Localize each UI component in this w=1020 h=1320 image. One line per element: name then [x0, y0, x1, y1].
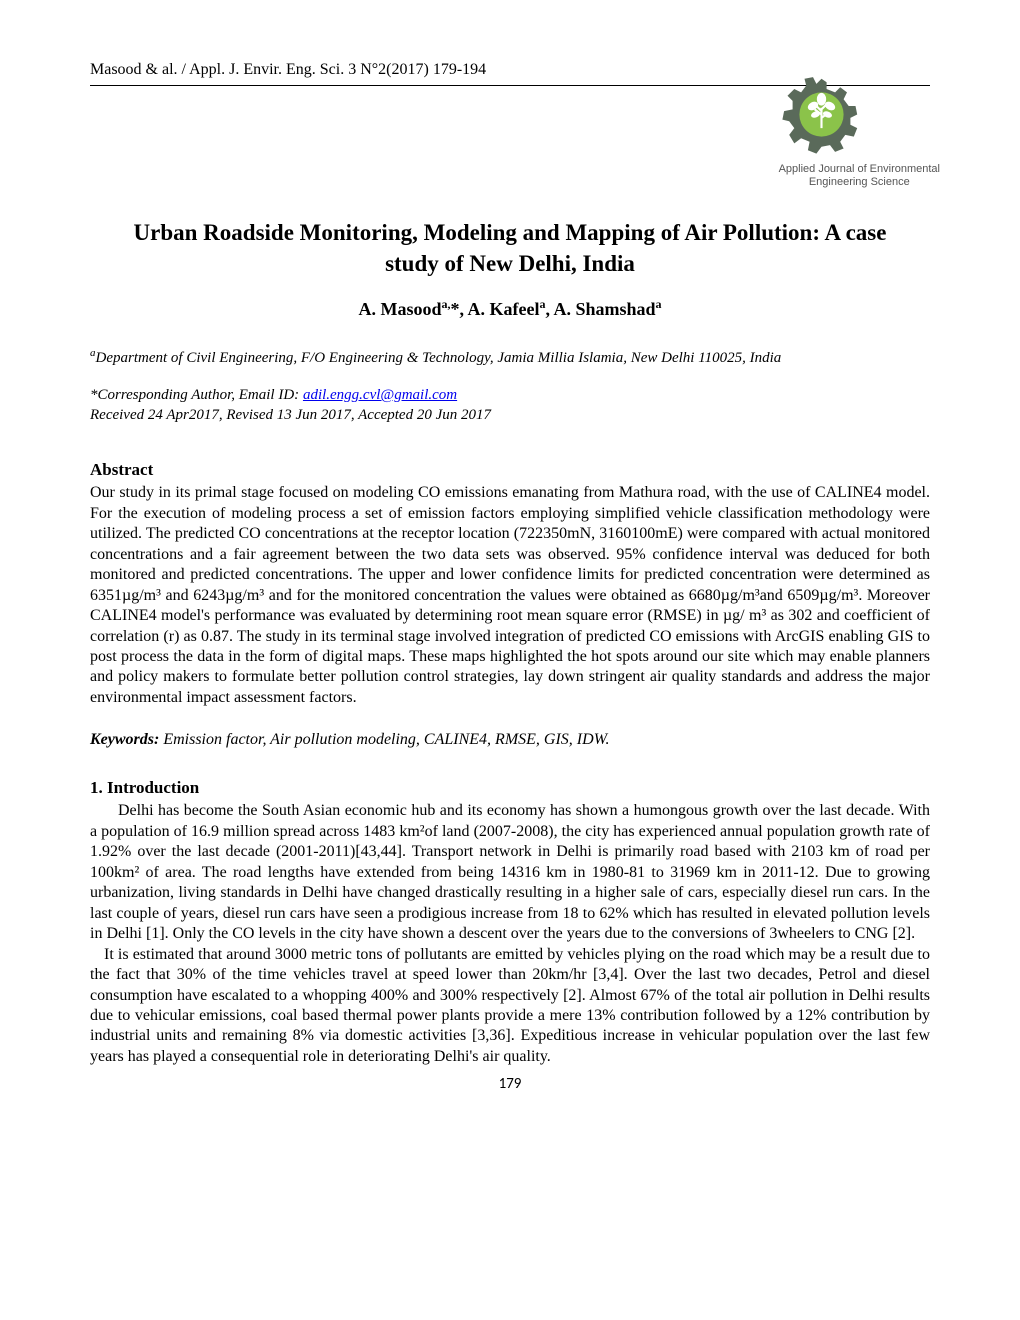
abstract-text: Our study in its primal stage focused on… — [90, 483, 930, 708]
journal-logo-block: Applied Journal of Environmental Enginee… — [779, 72, 940, 189]
abstract-heading: Abstract — [90, 459, 930, 481]
introduction-heading: 1. Introduction — [90, 777, 930, 799]
journal-logo-icon — [779, 72, 864, 157]
corresponding-prefix: *Corresponding Author, Email ID: — [90, 387, 303, 403]
keywords-line: Keywords: Emission factor, Air pollution… — [90, 730, 930, 751]
introduction-para-1: Delhi has become the South Asian economi… — [90, 801, 930, 944]
affiliation: aDepartment of Civil Engineering, F/O En… — [90, 346, 930, 369]
received-dates: Received 24 Apr2017, Revised 13 Jun 2017… — [90, 406, 930, 426]
author-3: , A. Shamshada — [545, 299, 661, 319]
journal-name: Applied Journal of Environmental Enginee… — [779, 163, 940, 189]
corresponding-email-link[interactable]: adil.engg.cvl@gmail.com — [303, 387, 457, 403]
authors-line: A. Masooda,*, A. Kafeela, A. Shamshada — [90, 297, 930, 321]
journal-name-line2: Engineering Science — [809, 176, 910, 188]
author-1: A. Masooda, — [358, 299, 450, 319]
author-2: *, A. Kafeela — [450, 299, 545, 319]
introduction-para-2: It is estimated that around 3000 metric … — [90, 945, 930, 1068]
keywords-label: Keywords: — [90, 731, 159, 748]
corresponding-author: *Corresponding Author, Email ID: adil.en… — [90, 386, 930, 406]
page-number: 179 — [90, 1075, 930, 1095]
keywords-text: Emission factor, Air pollution modeling,… — [159, 731, 609, 748]
journal-name-line1: Applied Journal of Environmental — [779, 163, 940, 175]
paper-title: Urban Roadside Monitoring, Modeling and … — [130, 217, 890, 279]
introduction-body: Delhi has become the South Asian economi… — [90, 801, 930, 1067]
affiliation-text: Department of Civil Engineering, F/O Eng… — [96, 350, 782, 366]
running-head: Masood & al. / Appl. J. Envir. Eng. Sci.… — [90, 60, 486, 81]
